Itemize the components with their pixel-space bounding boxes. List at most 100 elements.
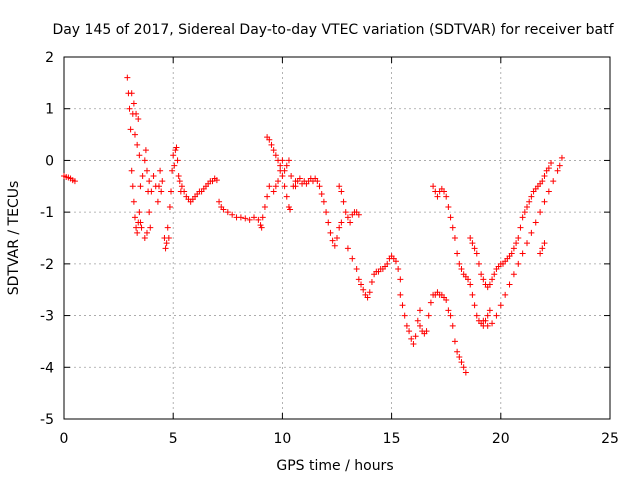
- data-point: [445, 203, 452, 210]
- data-point: [150, 172, 157, 179]
- data-point: [399, 302, 406, 309]
- data-point: [515, 235, 522, 241]
- data-point: [412, 333, 419, 340]
- x-tick-label: 0: [60, 431, 69, 447]
- chart-title: Day 145 of 2017, Sidereal Day-to-day VTE…: [52, 22, 614, 38]
- data-point: [158, 188, 165, 195]
- data-point: [416, 322, 423, 329]
- data-point: [449, 322, 456, 329]
- data-point: [443, 297, 450, 304]
- data-point: [147, 224, 154, 231]
- data-point: [139, 172, 146, 179]
- data-point: [353, 266, 360, 273]
- data-point: [484, 312, 491, 319]
- data-point: [519, 214, 526, 221]
- data-point: [279, 172, 286, 179]
- y-tick-label: 0: [45, 153, 54, 169]
- data-point: [548, 160, 555, 167]
- data-point: [174, 157, 181, 164]
- data-point: [541, 198, 548, 205]
- data-point: [344, 245, 351, 252]
- data-point: [130, 100, 137, 107]
- data-point: [454, 348, 461, 355]
- data-point: [292, 183, 299, 190]
- data-point: [447, 214, 454, 221]
- data-point: [143, 229, 150, 236]
- data-point: [163, 240, 170, 247]
- data-point: [451, 235, 458, 241]
- data-point: [469, 240, 476, 247]
- data-point: [143, 167, 150, 174]
- data-point: [137, 219, 144, 226]
- data-point: [532, 219, 539, 226]
- data-point: [259, 214, 266, 221]
- data-point: [340, 198, 347, 205]
- data-point: [460, 364, 467, 371]
- data-point: [392, 258, 399, 265]
- data-point: [268, 141, 275, 148]
- data-point: [287, 206, 294, 213]
- data-point: [406, 328, 413, 335]
- data-point: [349, 255, 356, 262]
- data-point: [384, 260, 391, 267]
- data-point: [237, 214, 244, 221]
- data-point: [491, 271, 498, 278]
- data-point: [146, 178, 153, 185]
- data-point: [178, 183, 185, 190]
- data-point: [220, 206, 227, 213]
- data-point: [296, 175, 303, 182]
- data-point: [157, 167, 164, 174]
- data-point: [336, 183, 343, 190]
- data-point: [285, 203, 292, 210]
- data-point: [172, 147, 179, 154]
- x-tick-label: 5: [169, 431, 178, 447]
- data-point: [281, 183, 288, 190]
- y-tick-label: -5: [40, 412, 54, 428]
- data-point: [131, 214, 138, 221]
- data-point: [539, 178, 546, 185]
- data-point: [408, 335, 415, 342]
- data-point: [338, 188, 345, 195]
- data-point: [130, 198, 137, 205]
- data-point: [213, 177, 220, 184]
- data-point: [441, 188, 448, 195]
- data-point: [423, 328, 430, 335]
- data-point: [181, 188, 188, 195]
- data-point: [554, 167, 561, 174]
- y-tick-label: -1: [40, 205, 54, 221]
- data-point: [524, 203, 531, 210]
- data-point: [246, 216, 253, 223]
- data-point: [556, 162, 563, 169]
- data-point: [327, 229, 334, 236]
- data-point: [465, 276, 472, 283]
- data-point: [148, 188, 155, 195]
- data-point: [545, 188, 552, 195]
- y-tick-label: -3: [40, 309, 54, 325]
- data-point: [486, 281, 493, 288]
- data-point: [395, 266, 402, 273]
- data-point: [270, 147, 277, 154]
- data-point: [323, 209, 330, 216]
- data-point: [272, 183, 279, 190]
- data-point: [316, 183, 323, 190]
- plot-frame: [63, 56, 611, 420]
- data-point: [515, 260, 522, 267]
- data-point: [344, 214, 351, 221]
- data-point: [169, 167, 176, 174]
- data-point: [347, 219, 354, 226]
- data-point: [277, 162, 284, 169]
- data-point: [469, 291, 476, 298]
- data-point: [133, 110, 140, 117]
- data-point: [480, 276, 487, 283]
- x-tick-label: 10: [273, 431, 291, 447]
- data-point: [131, 131, 138, 138]
- data-point: [173, 144, 180, 151]
- data-point: [447, 312, 454, 319]
- data-point: [176, 178, 183, 185]
- data-point: [71, 178, 78, 185]
- data-point: [165, 235, 172, 241]
- data-point: [473, 250, 480, 257]
